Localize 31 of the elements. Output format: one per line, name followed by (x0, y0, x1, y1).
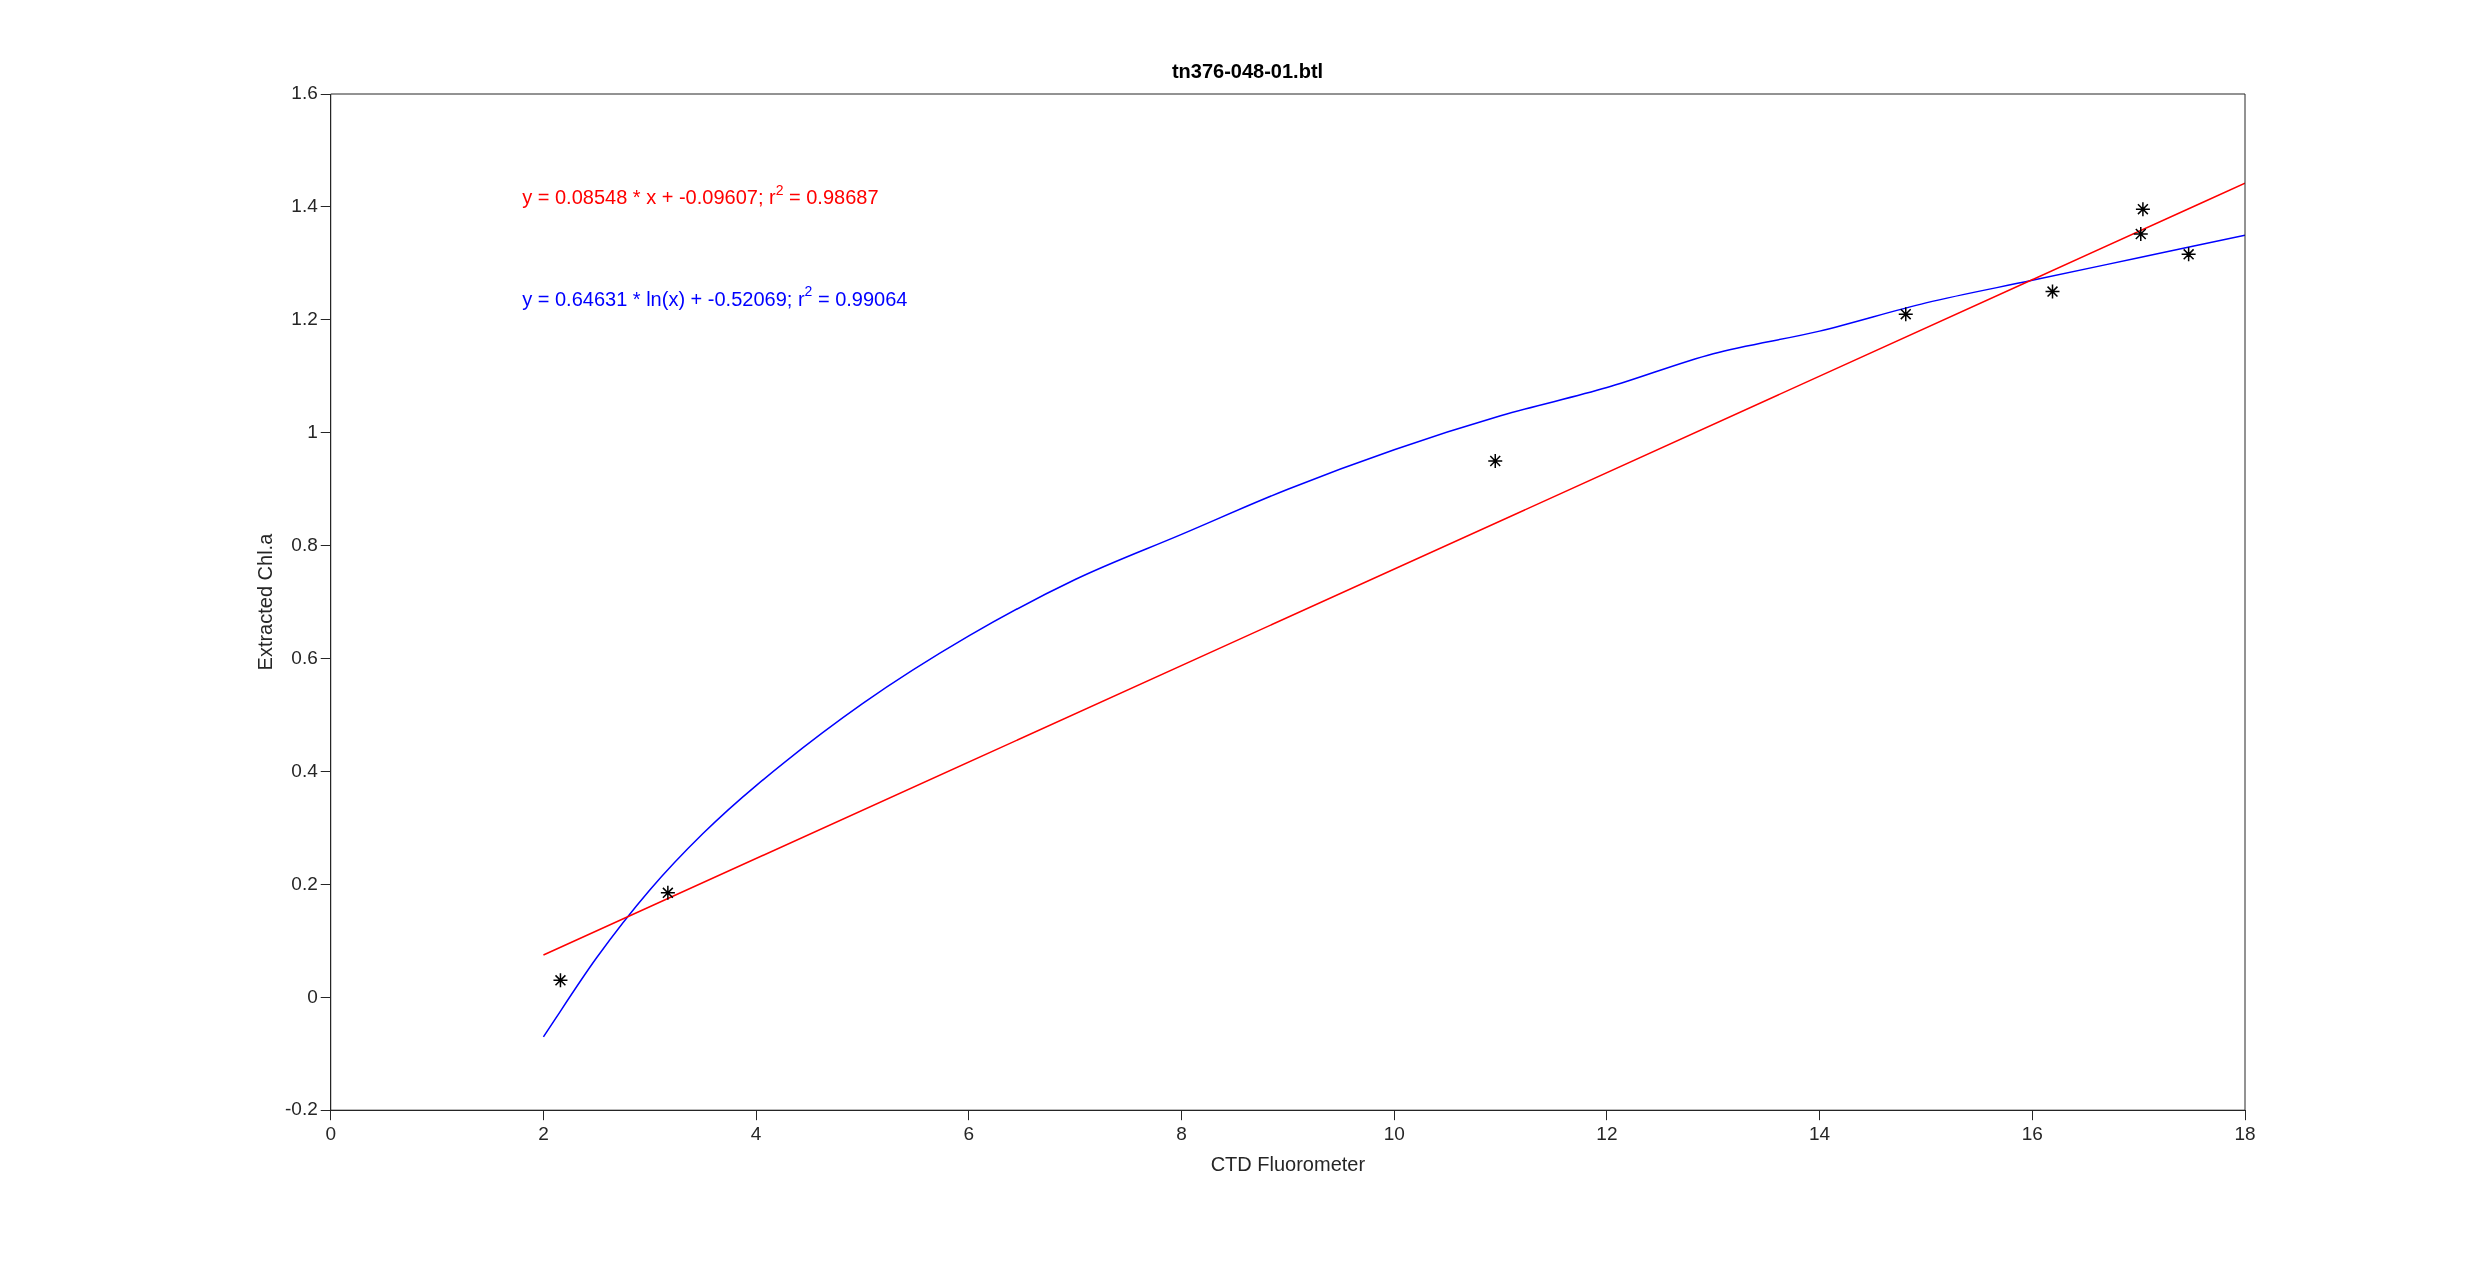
x-tick-label: 2 (538, 1122, 549, 1144)
y-tick-label: -0.2 (284, 1098, 318, 1120)
y-tick-label: 0.2 (291, 872, 318, 894)
x-tick-label: 18 (2234, 1122, 2256, 1144)
y-axis-title: Extracted Chl.a (253, 532, 276, 671)
y-tick-label: 0 (307, 985, 318, 1007)
y-tick-label: 1 (307, 420, 318, 442)
x-axis-title: CTD Fluorometer (1210, 1152, 1366, 1175)
point (2180, 246, 2197, 263)
x-tick-label: 14 (1809, 1122, 1831, 1144)
y-tick-label: 0.8 (291, 533, 318, 555)
x-tick-label: 0 (325, 1122, 337, 1144)
x-tick-label: 6 (963, 1122, 975, 1144)
point (2135, 201, 2151, 217)
point (1487, 453, 1503, 469)
x-tick-label: 10 (1383, 1122, 1405, 1144)
y-tick-label: 1.6 (291, 82, 318, 104)
point (2044, 283, 2061, 300)
y-tick-label: 0.4 (291, 759, 319, 781)
chart-title: tn376-048-01.btl (1171, 59, 1324, 82)
x-tick-label: 8 (1176, 1122, 1187, 1144)
point (1898, 306, 1914, 322)
y-tick-label: 0.6 (291, 646, 318, 668)
y-tick-label: 1.2 (291, 308, 318, 330)
x-tick-label: 4 (750, 1122, 762, 1144)
x-tick-label: 16 (2021, 1122, 2043, 1144)
point (552, 972, 569, 989)
point (2133, 226, 2149, 242)
point (660, 885, 676, 901)
y-tick-label: 1.4 (291, 195, 319, 217)
x-tick-label: 12 (1596, 1122, 1618, 1144)
